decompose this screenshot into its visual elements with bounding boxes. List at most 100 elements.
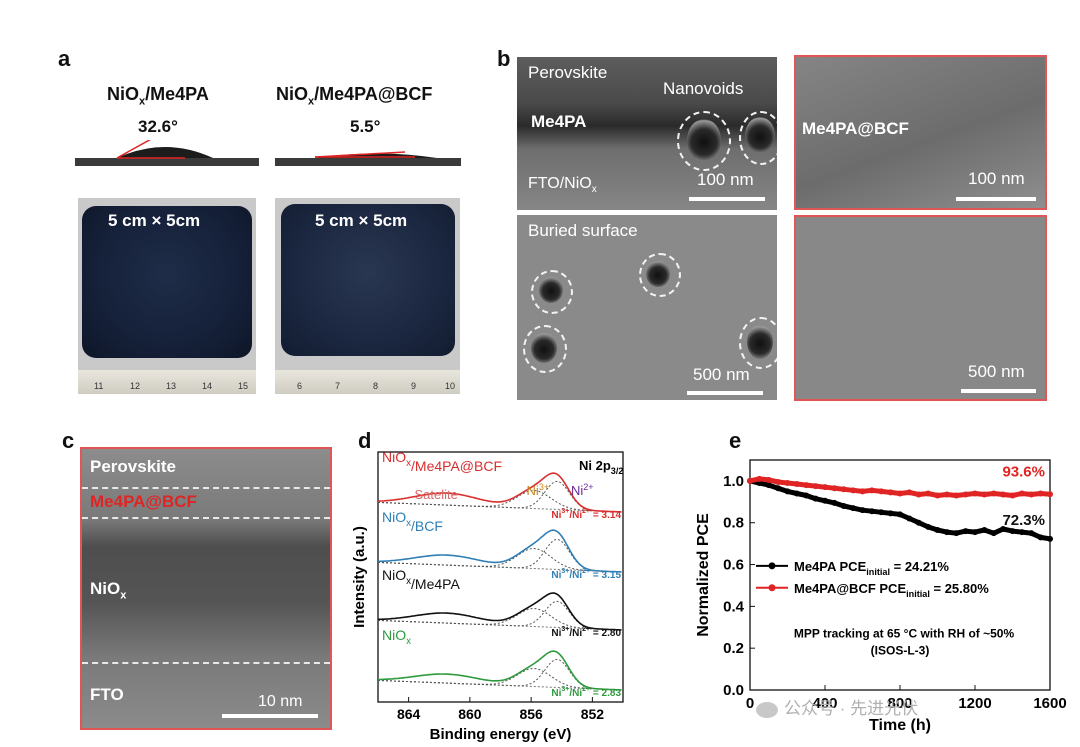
- xps-fit-ni3: [377, 490, 622, 513]
- left-tangent: [116, 140, 151, 159]
- stability-x-tick-label: 1600: [1033, 695, 1066, 712]
- satellite-label: Satelite: [415, 487, 458, 502]
- stability-data-point: [878, 488, 885, 495]
- fto-niox-label: FTO/NiOx: [528, 175, 597, 196]
- right-sample-title: NiOx/Me4PA@BCF: [276, 84, 433, 108]
- right-ruler: 6 7 8 9 10: [275, 370, 460, 394]
- stability-y-tick-label: 0.2: [723, 640, 744, 657]
- stability-data-point: [747, 477, 753, 484]
- stability-data-point: [1047, 535, 1053, 542]
- stability-data-point: [953, 492, 960, 499]
- stability-chart: 0 400 800 1200 1600 0.0 0.2 0.4 0.6 0.8 1.0 Time (h…: [695, 459, 1067, 734]
- bcf-retention-label: 93.6%: [1002, 464, 1045, 481]
- stability-y-tick-label: 0.6: [723, 557, 744, 574]
- void-marker: [639, 253, 681, 297]
- left-substrate: [75, 158, 259, 166]
- stability-x-tick-label: 800: [887, 695, 912, 712]
- panel-a-label: a: [58, 46, 71, 71]
- stability-data-point: [925, 523, 932, 530]
- xps-ratio-label: Ni3+/Ni2+ = 2.83: [551, 686, 621, 699]
- stability-data-point: [972, 490, 978, 497]
- stability-data-point: [934, 492, 941, 499]
- xps-series-label: NiOx/BCF: [382, 509, 443, 534]
- stability-y-tick-label: 0.4: [723, 598, 745, 615]
- right-film-photo: 5 cm × 5cm 6 7 8 9 10: [275, 198, 460, 394]
- stability-data-point: [803, 492, 810, 499]
- stability-data-point: [840, 503, 847, 509]
- stability-data-point: [850, 487, 857, 494]
- stability-data-point: [859, 488, 866, 495]
- test-condition-note: MPP tracking at 65 °C with RH of ~50%: [794, 627, 1015, 641]
- stability-data-point: [906, 489, 913, 496]
- stability-data-point: [915, 519, 922, 526]
- legend-entry: Me4PA@BCF PCEinitial = 25.80%: [794, 581, 989, 599]
- xps-ratio-label: Ni3+/Ni2+ = 3.14: [551, 508, 621, 521]
- stability-data-point: [850, 505, 857, 512]
- stability-data-point: [1009, 528, 1016, 535]
- legend-swatch-marker: [768, 562, 776, 570]
- xps-fit-ni3: [377, 668, 622, 691]
- xps-series-label: NiOx/Me4PA@BCF: [382, 449, 502, 474]
- void-marker: [531, 270, 573, 314]
- stability-data-point: [906, 515, 913, 522]
- stability-data-point: [962, 491, 969, 498]
- wechat-icon: [756, 701, 778, 718]
- stability-x-tick-label: 400: [812, 695, 837, 712]
- scale-bar: [956, 197, 1036, 201]
- stability-data-point: [990, 490, 997, 497]
- stability-data-point: [943, 491, 950, 498]
- xps-tick-label: 852: [581, 706, 605, 722]
- stability-data-point: [1037, 490, 1044, 497]
- stability-y-axis-title: Normalized PCE: [695, 513, 712, 637]
- stability-data-point: [1000, 526, 1007, 532]
- xps-series-label: NiOx/Me4PA: [382, 567, 460, 592]
- scale-bar: [961, 389, 1036, 393]
- left-sample-title: NiOx/Me4PA: [107, 84, 209, 108]
- scale-bar: [222, 714, 318, 718]
- xps-y-axis-title: Intensity (a.u.): [351, 526, 368, 628]
- left-ruler: 11 12 13 14 15: [78, 370, 256, 394]
- stability-data-point: [775, 485, 782, 492]
- legend-entry: Me4PA PCEinitial = 24.21%: [794, 559, 949, 577]
- panel-c-label: c: [62, 428, 75, 453]
- me4pa-retention-label: 72.3%: [1002, 512, 1045, 529]
- stability-data-point: [981, 527, 988, 534]
- xps-frame: [377, 451, 624, 703]
- stability-y-tick-label: 1.0: [723, 473, 744, 490]
- xps-tick-label: 856: [519, 706, 543, 722]
- stability-data-point: [756, 475, 763, 482]
- sem-buried-me4pa-bcf: 500 nm: [794, 215, 1047, 401]
- ni3-peak-label: Ni3+: [527, 482, 550, 498]
- panel-b-label: b: [497, 46, 511, 71]
- stability-data-point: [1009, 492, 1016, 499]
- scale-bar: [687, 391, 763, 395]
- stability-data-point: [887, 510, 894, 517]
- stability-data-point: [953, 530, 960, 537]
- stability-data-point: [868, 508, 875, 515]
- stability-y-tick-label: 0.8: [723, 515, 744, 532]
- stability-data-point: [1000, 491, 1007, 498]
- ni2-peak-label: Ni2+: [571, 482, 594, 498]
- void-marker: [739, 317, 777, 369]
- stability-data-point: [897, 490, 903, 497]
- test-protocol-note: (ISOS-L-3): [871, 643, 930, 657]
- xps-core-level-label: Ni 2p3/2: [579, 458, 623, 476]
- stability-data-point: [793, 481, 800, 488]
- stability-data-point: [878, 509, 885, 516]
- stability-data-point: [840, 486, 847, 493]
- stability-data-point: [803, 482, 810, 489]
- stability-data-point: [868, 487, 875, 494]
- stability-data-point: [765, 476, 772, 483]
- stability-data-point: [915, 491, 922, 498]
- right-contact-angle: 5.5°: [350, 117, 381, 136]
- xps-series-line: [377, 529, 622, 573]
- xps-chart: 864 860 856 852 Binding energy (eV) Intensity…: [351, 449, 624, 743]
- stability-data-point: [831, 499, 838, 506]
- left-film-photo: 5 cm × 5cm 11 12 13 14 15: [78, 198, 256, 394]
- niox-layer-label: NiOx: [90, 579, 127, 602]
- stability-data-point: [784, 488, 791, 495]
- legend-swatch-marker: [768, 584, 776, 592]
- hrtem-cross-section: Perovskite Me4PA@BCF NiOx FTO 10 nm: [80, 447, 332, 730]
- stability-data-point: [1028, 530, 1035, 537]
- xps-series-line: [377, 592, 622, 631]
